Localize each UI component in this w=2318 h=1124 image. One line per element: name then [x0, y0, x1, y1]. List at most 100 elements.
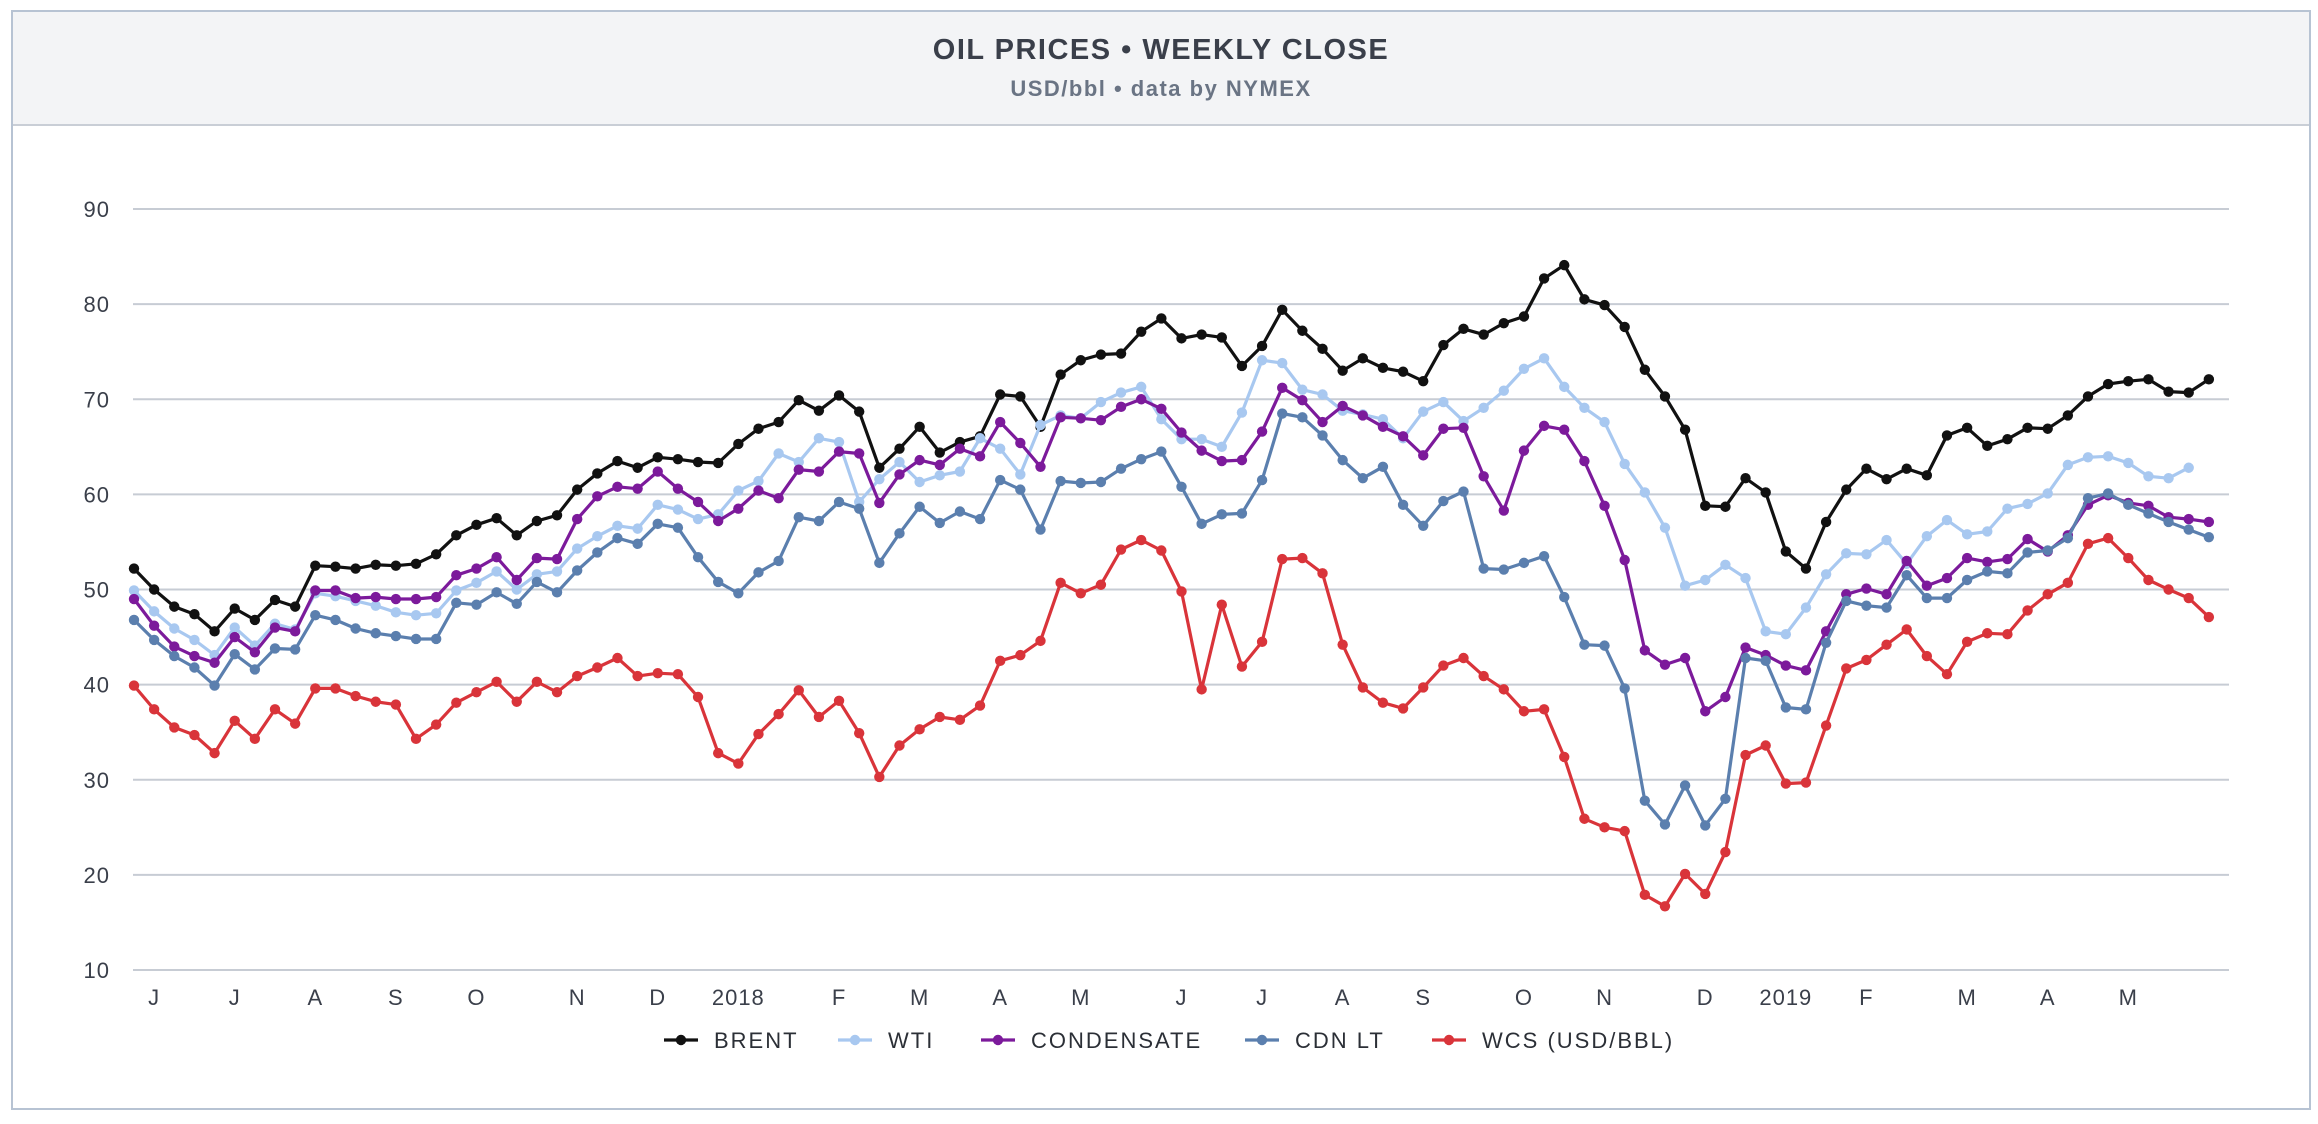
- data-point[interactable]: [592, 531, 603, 542]
- data-point[interactable]: [2183, 462, 2194, 473]
- data-point[interactable]: [894, 456, 905, 468]
- data-point[interactable]: [1357, 682, 1368, 693]
- data-point[interactable]: [1478, 563, 1489, 574]
- data-point[interactable]: [954, 714, 966, 726]
- data-point[interactable]: [430, 633, 442, 645]
- data-point[interactable]: [612, 481, 623, 492]
- data-point[interactable]: [511, 574, 522, 586]
- data-point[interactable]: [2002, 503, 2013, 514]
- data-point[interactable]: [1075, 413, 1086, 424]
- data-point[interactable]: [1579, 813, 1590, 824]
- data-point[interactable]: [1236, 360, 1248, 372]
- data-point[interactable]: [2062, 410, 2074, 421]
- data-point[interactable]: [753, 423, 764, 434]
- data-point[interactable]: [2082, 452, 2094, 463]
- legend-item-condensate[interactable]: CONDENSATE: [981, 1028, 1202, 1053]
- data-point[interactable]: [2163, 584, 2174, 595]
- data-point[interactable]: [1700, 500, 1711, 511]
- data-point[interactable]: [551, 687, 563, 698]
- data-point[interactable]: [1538, 273, 1550, 284]
- data-point[interactable]: [451, 697, 462, 708]
- data-point[interactable]: [793, 456, 804, 468]
- data-point[interactable]: [1659, 522, 1671, 533]
- data-point[interactable]: [1841, 595, 1852, 607]
- data-point[interactable]: [1196, 518, 1207, 530]
- data-point[interactable]: [1901, 570, 1912, 581]
- data-point[interactable]: [2203, 611, 2215, 623]
- data-point[interactable]: [1035, 419, 1046, 431]
- data-point[interactable]: [1659, 901, 1671, 912]
- data-point[interactable]: [1861, 583, 1872, 594]
- data-point[interactable]: [189, 650, 200, 662]
- data-point[interactable]: [1377, 697, 1389, 708]
- data-point[interactable]: [833, 496, 845, 508]
- data-point[interactable]: [310, 683, 321, 694]
- data-point[interactable]: [531, 515, 543, 527]
- data-point[interactable]: [2102, 488, 2114, 499]
- data-point[interactable]: [1982, 628, 1993, 639]
- data-point[interactable]: [1659, 659, 1671, 670]
- data-point[interactable]: [2123, 457, 2134, 469]
- data-point[interactable]: [1156, 545, 1167, 556]
- data-point[interactable]: [1700, 888, 1711, 900]
- data-point[interactable]: [1901, 624, 1912, 635]
- data-point[interactable]: [1800, 665, 1812, 676]
- data-point[interactable]: [2022, 605, 2033, 616]
- data-point[interactable]: [974, 513, 986, 525]
- data-point[interactable]: [692, 551, 704, 563]
- data-point[interactable]: [390, 630, 402, 642]
- data-point[interactable]: [874, 557, 885, 569]
- data-point[interactable]: [1881, 602, 1892, 613]
- data-point[interactable]: [310, 609, 321, 621]
- data-point[interactable]: [1337, 639, 1348, 650]
- data-point[interactable]: [531, 676, 543, 687]
- data-point[interactable]: [289, 718, 301, 729]
- data-point[interactable]: [914, 501, 925, 512]
- data-point[interactable]: [632, 538, 643, 550]
- data-point[interactable]: [914, 421, 925, 433]
- data-point[interactable]: [1156, 403, 1167, 414]
- data-point[interactable]: [1679, 652, 1691, 664]
- data-point[interactable]: [2022, 422, 2033, 433]
- data-point[interactable]: [712, 747, 724, 759]
- data-point[interactable]: [1538, 551, 1550, 562]
- data-point[interactable]: [652, 518, 663, 530]
- data-point[interactable]: [995, 443, 1006, 454]
- data-point[interactable]: [2002, 568, 2013, 579]
- data-point[interactable]: [1921, 592, 1933, 604]
- data-point[interactable]: [793, 395, 804, 406]
- data-point[interactable]: [995, 474, 1006, 486]
- data-point[interactable]: [1639, 889, 1651, 901]
- data-point[interactable]: [1780, 546, 1792, 557]
- data-point[interactable]: [350, 592, 361, 604]
- data-point[interactable]: [592, 662, 603, 673]
- data-point[interactable]: [733, 503, 744, 514]
- data-point[interactable]: [2123, 375, 2134, 387]
- data-point[interactable]: [592, 468, 603, 479]
- data-point[interactable]: [330, 585, 341, 596]
- data-point[interactable]: [2062, 532, 2074, 544]
- data-point[interactable]: [733, 758, 744, 769]
- data-point[interactable]: [1982, 566, 1993, 577]
- data-point[interactable]: [310, 585, 321, 596]
- data-point[interactable]: [148, 704, 160, 715]
- data-point[interactable]: [1800, 704, 1812, 715]
- data-point[interactable]: [1700, 706, 1711, 717]
- data-point[interactable]: [1700, 574, 1711, 586]
- data-point[interactable]: [289, 626, 301, 637]
- data-point[interactable]: [1780, 660, 1792, 671]
- data-point[interactable]: [1720, 846, 1731, 858]
- data-point[interactable]: [269, 704, 281, 715]
- data-point[interactable]: [1498, 317, 1510, 329]
- data-point[interactable]: [491, 551, 502, 563]
- data-point[interactable]: [531, 576, 543, 588]
- data-point[interactable]: [1518, 557, 1530, 569]
- data-point[interactable]: [2022, 498, 2033, 510]
- data-point[interactable]: [1397, 499, 1409, 511]
- data-point[interactable]: [1720, 501, 1731, 512]
- data-point[interactable]: [571, 513, 583, 525]
- data-point[interactable]: [1679, 424, 1691, 435]
- data-point[interactable]: [793, 464, 804, 475]
- data-point[interactable]: [189, 662, 200, 673]
- data-point[interactable]: [1800, 563, 1812, 574]
